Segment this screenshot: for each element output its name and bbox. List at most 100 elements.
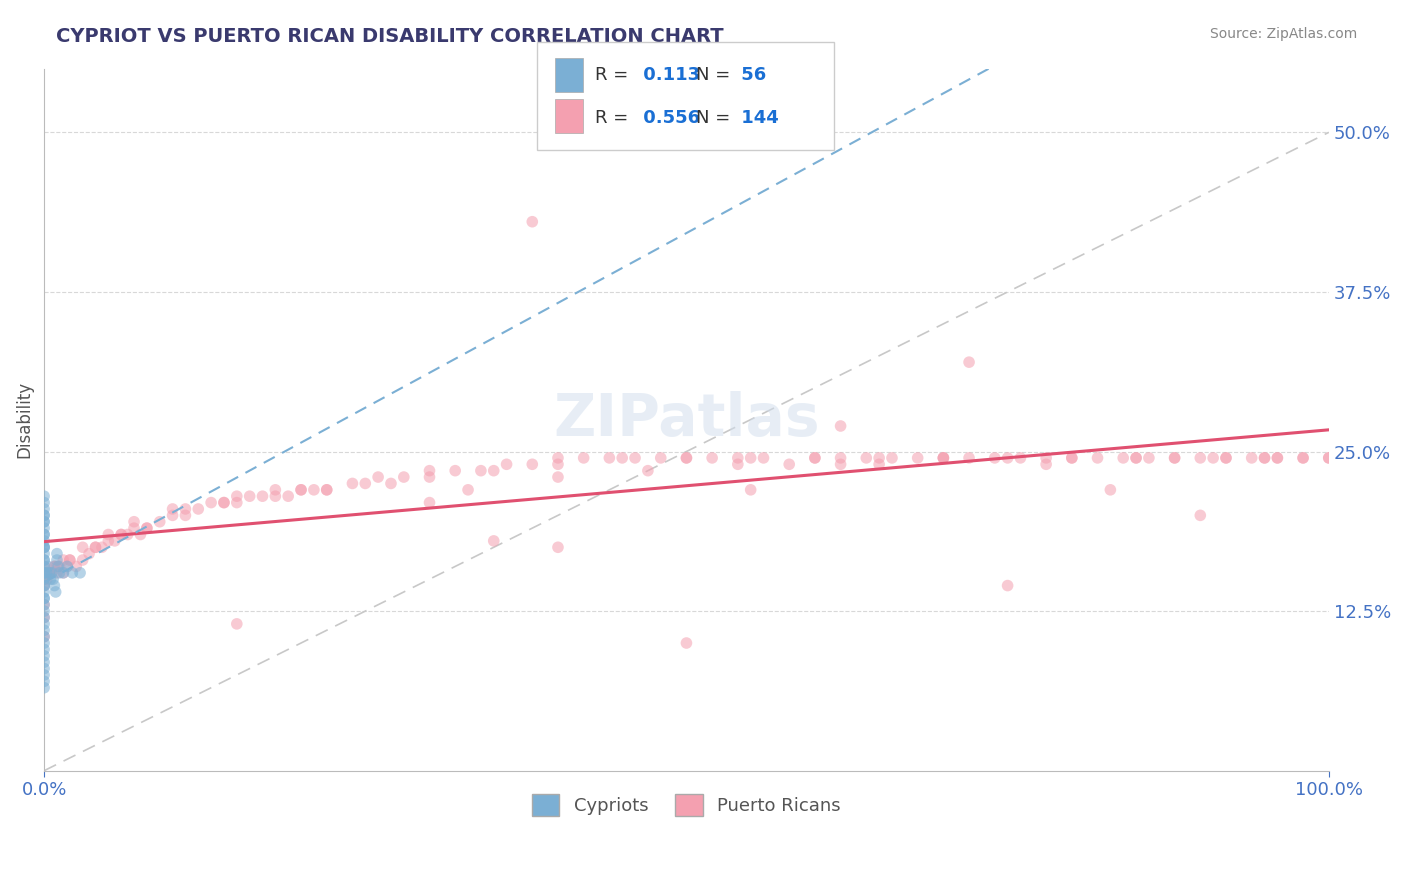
Point [32,585,55,599]
Point [97,533,120,548]
Point [46,559,69,574]
Point [32,668,55,682]
Point [315,483,337,497]
Point [675,636,697,650]
Point [69,566,91,580]
Point [740,483,762,497]
Point [174,508,197,523]
Point [957,355,980,369]
Point [32,591,55,606]
Point [37,566,59,580]
Point [778,458,800,472]
Point [44,559,66,574]
Point [32,521,55,535]
Point [277,489,299,503]
Point [35,566,58,580]
Point [44,559,66,574]
Point [32,553,55,567]
Point [418,464,440,478]
Point [45,585,67,599]
Point [470,464,492,478]
Point [32,508,55,523]
Point [32,541,55,555]
Point [624,450,647,465]
Point [60,566,83,580]
Point [59,553,82,567]
Point [162,508,184,523]
Point [1253,450,1275,465]
Point [342,476,364,491]
Point [42,572,65,586]
Point [418,495,440,509]
Point [104,533,127,548]
Point [32,642,55,657]
Point [48,559,70,574]
Point [35,572,58,586]
Point [187,502,209,516]
Point [727,450,749,465]
Point [46,559,69,574]
Text: CYPRIOT VS PUERTO RICAN DISABILITY CORRELATION CHART: CYPRIOT VS PUERTO RICAN DISABILITY CORRE… [56,27,724,45]
Point [32,515,55,529]
Point [418,470,440,484]
Point [482,533,505,548]
Point [1060,450,1083,465]
Point [90,541,112,555]
Point [804,450,827,465]
Point [32,559,55,574]
Point [830,458,852,472]
Point [855,450,877,465]
Point [727,458,749,472]
Point [32,547,55,561]
Point [41,566,63,580]
Point [32,541,55,555]
Point [110,527,132,541]
Point [174,502,197,516]
Point [56,559,79,574]
Point [1292,450,1315,465]
Point [32,655,55,669]
Point [997,578,1019,592]
Point [547,541,569,555]
Point [212,495,235,509]
Point [354,476,377,491]
Point [932,450,955,465]
Point [77,547,100,561]
Point [32,515,55,529]
Point [48,566,70,580]
Text: 0.113: 0.113 [637,66,700,84]
Point [1137,450,1160,465]
Point [637,464,659,478]
Point [1087,450,1109,465]
Point [110,527,132,541]
Point [162,502,184,516]
Point [32,566,55,580]
Point [547,450,569,465]
Point [32,598,55,612]
Point [122,515,145,529]
Point [46,553,69,567]
Point [32,559,55,574]
Point [32,610,55,624]
Point [117,527,139,541]
Text: R =: R = [595,66,628,84]
Point [32,572,55,586]
Point [1253,450,1275,465]
Point [830,419,852,434]
Point [264,483,287,497]
Point [135,521,157,535]
Point [32,572,55,586]
Point [444,464,467,478]
Point [572,450,595,465]
Point [38,566,60,580]
Point [547,458,569,472]
Point [957,450,980,465]
Point [65,559,87,574]
Point [32,541,55,555]
Point [1035,458,1057,472]
Point [32,624,55,638]
Point [129,527,152,541]
Point [32,636,55,650]
Point [1215,450,1237,465]
Point [52,566,75,580]
